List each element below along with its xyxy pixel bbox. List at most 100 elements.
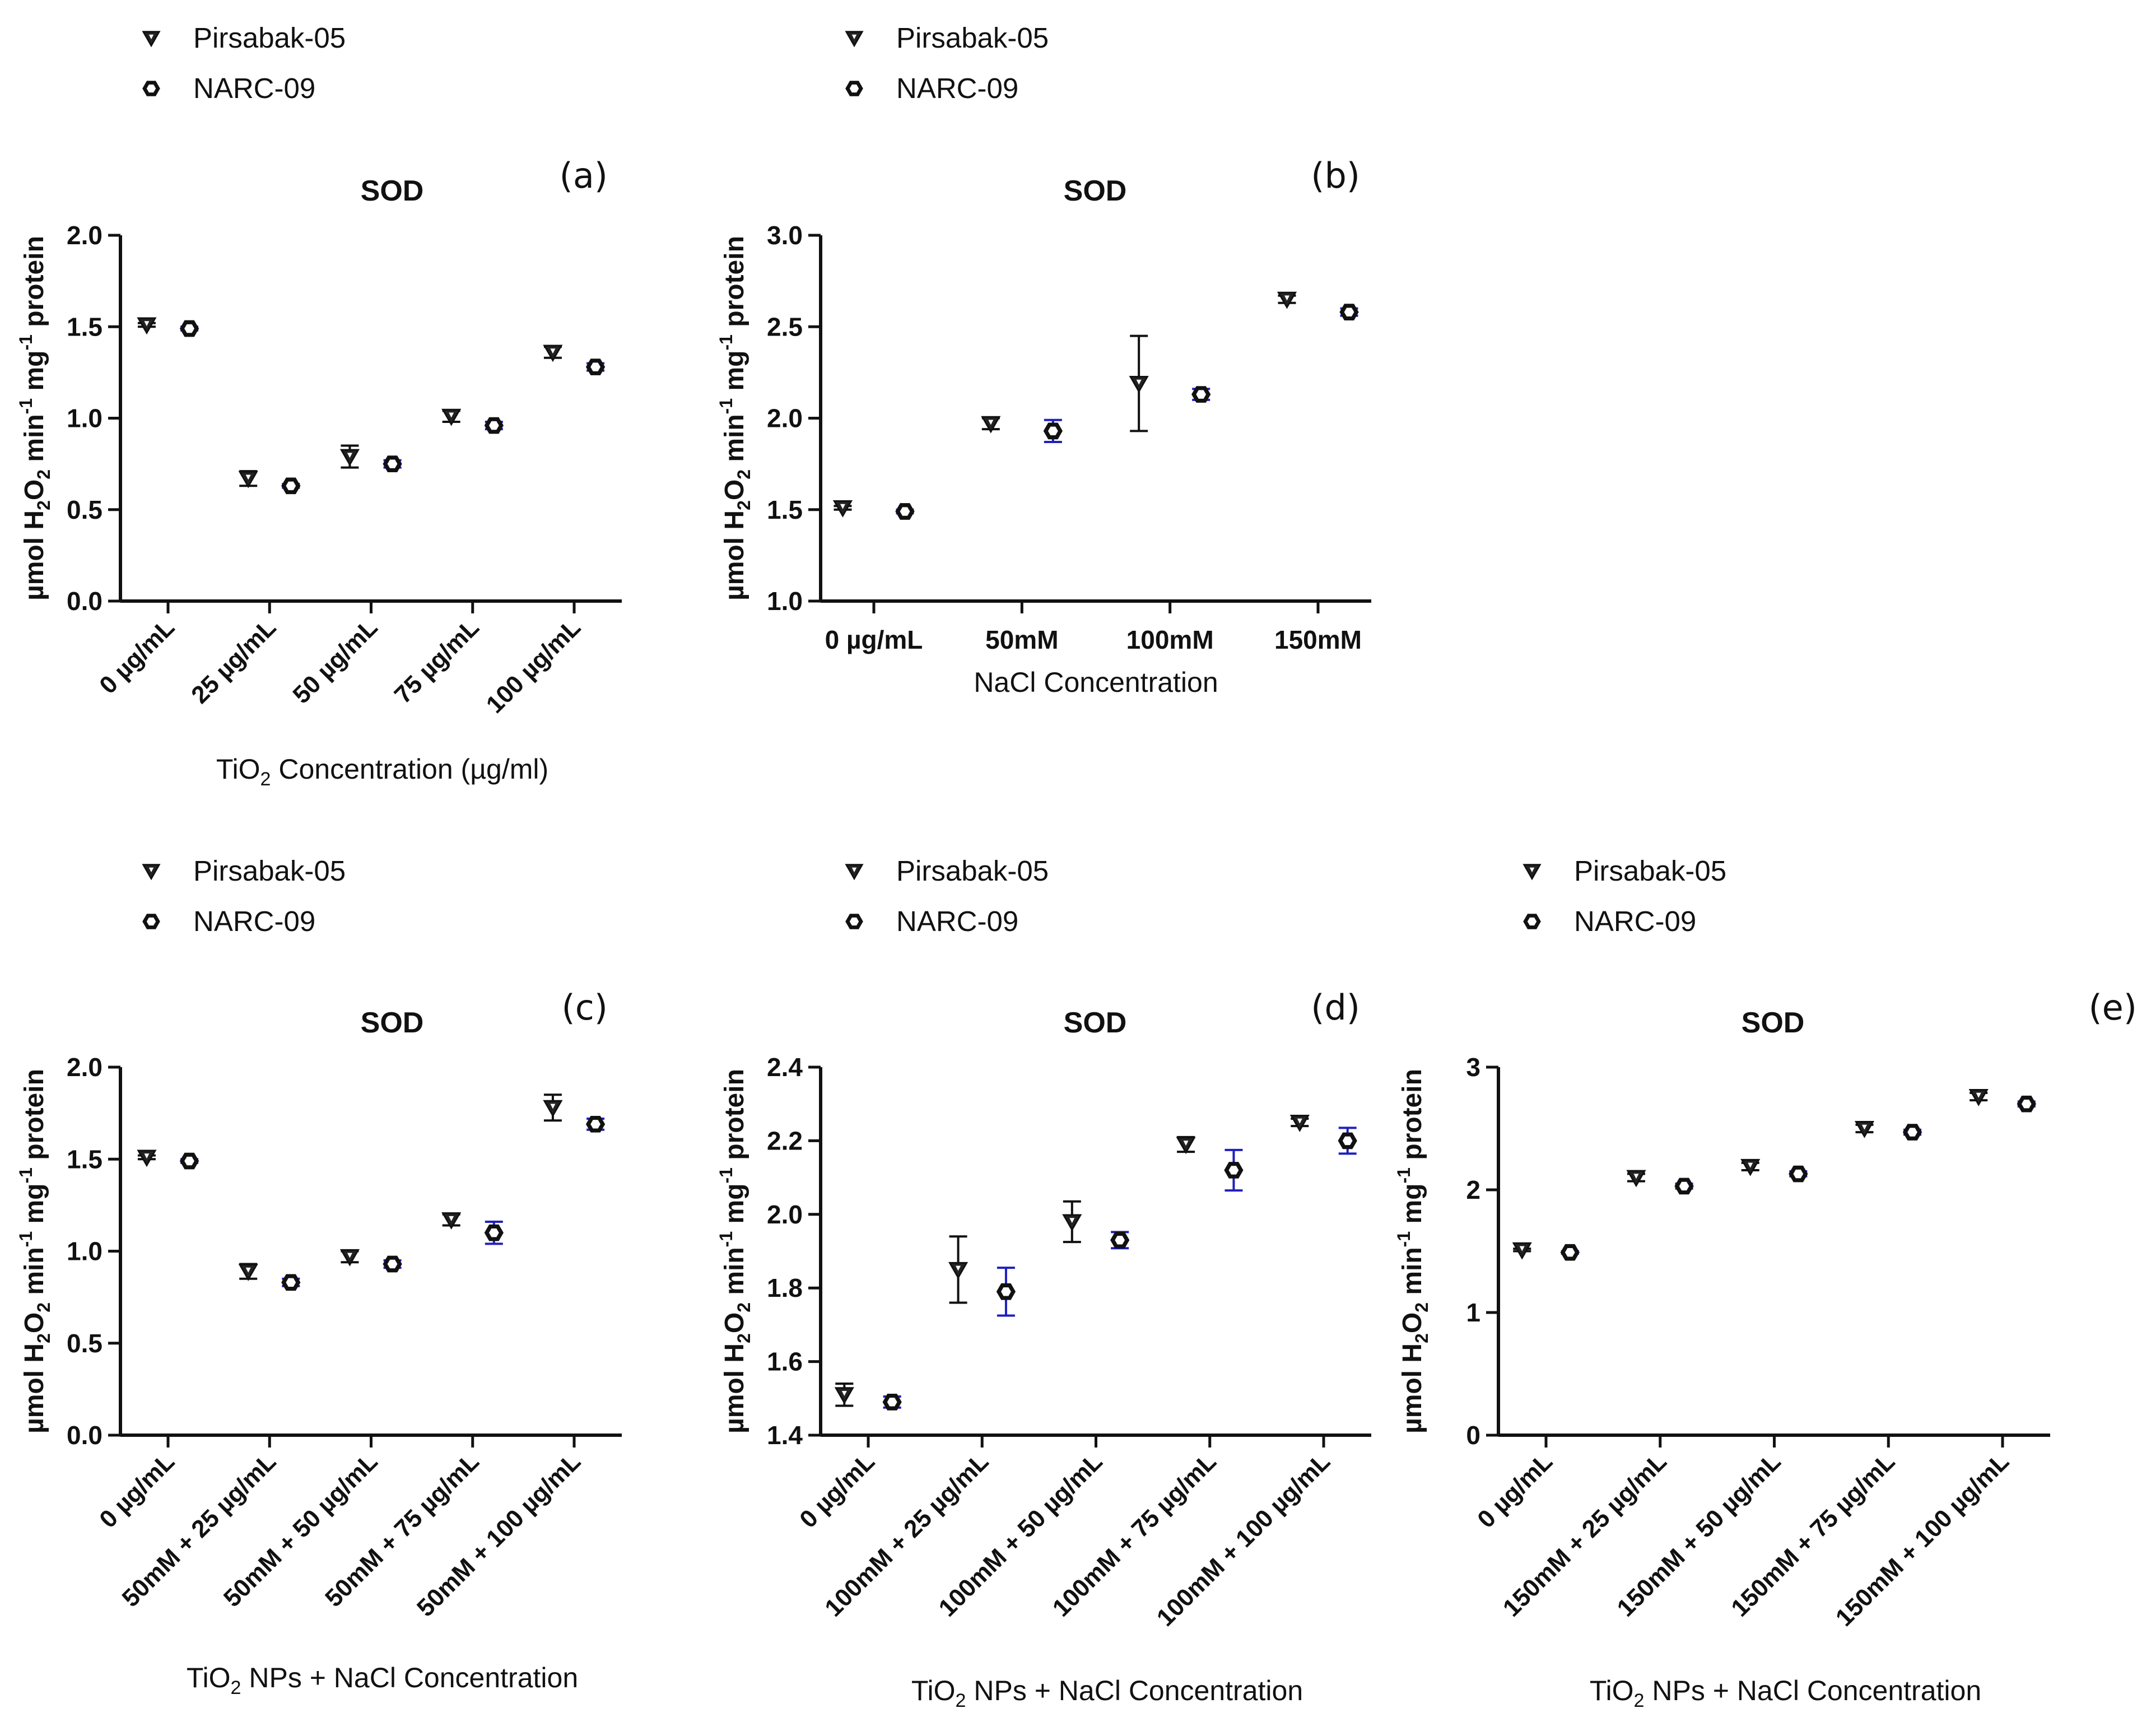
chart-title: SOD [1742,1007,1805,1039]
legend-label: Pirsabak-05 [193,855,346,887]
data-point-narc [383,1255,402,1273]
legend-label: NARC-09 [1574,905,1696,937]
y-tick-label: 0.0 [67,587,103,616]
legend-label: Pirsabak-05 [1574,855,1726,887]
y-axis-label-part: 2 [34,1333,54,1343]
x-axis-label: TiO2 NPs + NaCl Concentration [187,1662,578,1698]
y-tick-label: 0.5 [67,495,103,524]
y-axis-label-part: 2 [1412,1333,1432,1343]
x-axis-label: TiO2 NPs + NaCl Concentration [911,1675,1303,1711]
x-tick-label: 100 µg/mL [481,613,586,718]
x-axis-label-part: 2 [956,1690,966,1711]
y-axis-label-part: 2 [734,1333,754,1343]
x-tick-label: 0 µg/mL [94,1448,180,1533]
y-tick-label: 2 [1466,1175,1480,1204]
y-axis-label-part: protein [20,1069,49,1167]
legend-label: NARC-09 [896,905,1018,937]
data-point-pirsabak-highlight [245,474,251,480]
y-axis-label-part: min [720,1247,749,1302]
panel-label: (b) [1311,155,1360,196]
y-axis-label-part: -1 [16,398,36,414]
data-point-narc [1043,422,1063,440]
data-point-narc [281,477,301,495]
data-point-pirsabak-highlight [1183,1141,1189,1146]
data-point-pirsabak-highlight [1284,295,1289,301]
data-point-pirsabak-highlight [347,453,352,458]
y-axis-label-part: protein [720,1069,749,1167]
y-tick-label: 2.4 [767,1053,803,1082]
data-point-pirsabak-highlight [956,1265,961,1271]
legend-marker-pirsabak-highlight [1529,867,1535,873]
y-tick-label: 2.0 [767,404,803,433]
y-axis-label-part: min [20,1247,49,1302]
data-point-narc [1191,386,1211,403]
x-axis-label-part: NPs + NaCl Concentration [241,1662,578,1693]
legend-label: NARC-09 [193,905,315,937]
x-axis-label: NaCl Concentration [974,667,1218,698]
data-point-pirsabak-highlight [347,1253,352,1258]
data-point-pirsabak-highlight [1519,1246,1525,1251]
x-axis-label-part: NPs + NaCl Concentration [966,1675,1303,1706]
y-tick-label: 2.0 [767,1200,803,1229]
y-axis-label: µmol H2O2 min-1 mg-1 protein [716,236,754,601]
data-point-pirsabak-highlight [1748,1162,1753,1168]
y-axis-label-part: 2 [34,469,54,480]
x-tick-label: 0 µg/mL [94,613,180,699]
data-point-narc [1339,304,1359,320]
data-point-pirsabak-highlight [449,412,454,418]
y-tick-label: 2.0 [67,1053,103,1082]
x-tick-label: 100mM [1126,625,1214,654]
y-axis-label-part: protein [20,236,49,334]
x-tick-label: 50mM [985,625,1058,654]
y-axis-label-part: min [20,414,49,469]
y-axis-label-part: O [20,480,49,500]
data-point-pirsabak-highlight [1976,1092,1981,1098]
legend-marker-narc [1523,914,1541,929]
data-point-pirsabak-highlight [550,348,556,354]
legend-label: Pirsabak-05 [896,22,1049,54]
data-point-narc [383,455,402,472]
data-point-narc [281,1274,301,1291]
data-point-pirsabak-highlight [840,504,845,509]
y-axis-label-part: mg [720,1184,749,1231]
legend-marker-pirsabak-highlight [148,867,154,873]
y-axis-label-part: O [1398,1313,1427,1333]
y-axis-label-part: mg [20,351,49,398]
data-point-narc [1674,1177,1694,1195]
y-tick-label: 2.5 [767,312,803,341]
y-tick-label: 3.0 [767,221,803,250]
data-point-narc [895,503,915,520]
data-point-narc [179,320,199,337]
data-point-pirsabak-highlight [1633,1174,1639,1179]
panel-d: Pirsabak-05 NARC-09 SOD (d) 1.4 1.6 1.8 2.0 2.2 2… [716,855,1371,1711]
y-axis-label-part: mg [720,351,749,398]
y-axis-label-part: 2 [734,1302,754,1313]
y-tick-label: 1.0 [67,1237,103,1266]
x-axis-label: TiO2 NPs + NaCl Concentration [1590,1675,1981,1711]
chart-title: SOD [361,1007,424,1039]
panel-label: (d) [1311,987,1360,1028]
y-tick-label: 1.5 [67,1144,103,1174]
y-axis-label-part: -1 [16,334,36,350]
data-point-pirsabak-highlight [1136,379,1142,385]
data-point-narc [996,1283,1016,1300]
y-axis-label-part: mg [20,1184,49,1231]
y-axis-label-part: min [720,414,749,469]
panel-label: (c) [562,987,608,1028]
y-tick-label: 0 [1466,1421,1480,1450]
data-point-pirsabak-highlight [144,321,150,327]
x-tick-label: 150mM [1274,625,1362,654]
data-point-narc [1110,1231,1130,1249]
data-point-narc [1224,1162,1244,1179]
y-axis-label-part: protein [1398,1069,1427,1167]
x-axis-label-part: TiO [911,1675,956,1706]
data-point-narc [585,1116,606,1133]
x-axis-label-part: TiO [1590,1675,1634,1706]
x-tick-label: 0 µg/mL [1472,1448,1558,1533]
x-axis-label-part: TiO [216,753,260,785]
y-axis-label-part: -1 [716,1231,736,1247]
y-axis-label-part: 2 [1412,1302,1432,1313]
y-axis-label-part: µmol H [720,510,749,601]
x-axis-label-part: 2 [231,1677,241,1698]
